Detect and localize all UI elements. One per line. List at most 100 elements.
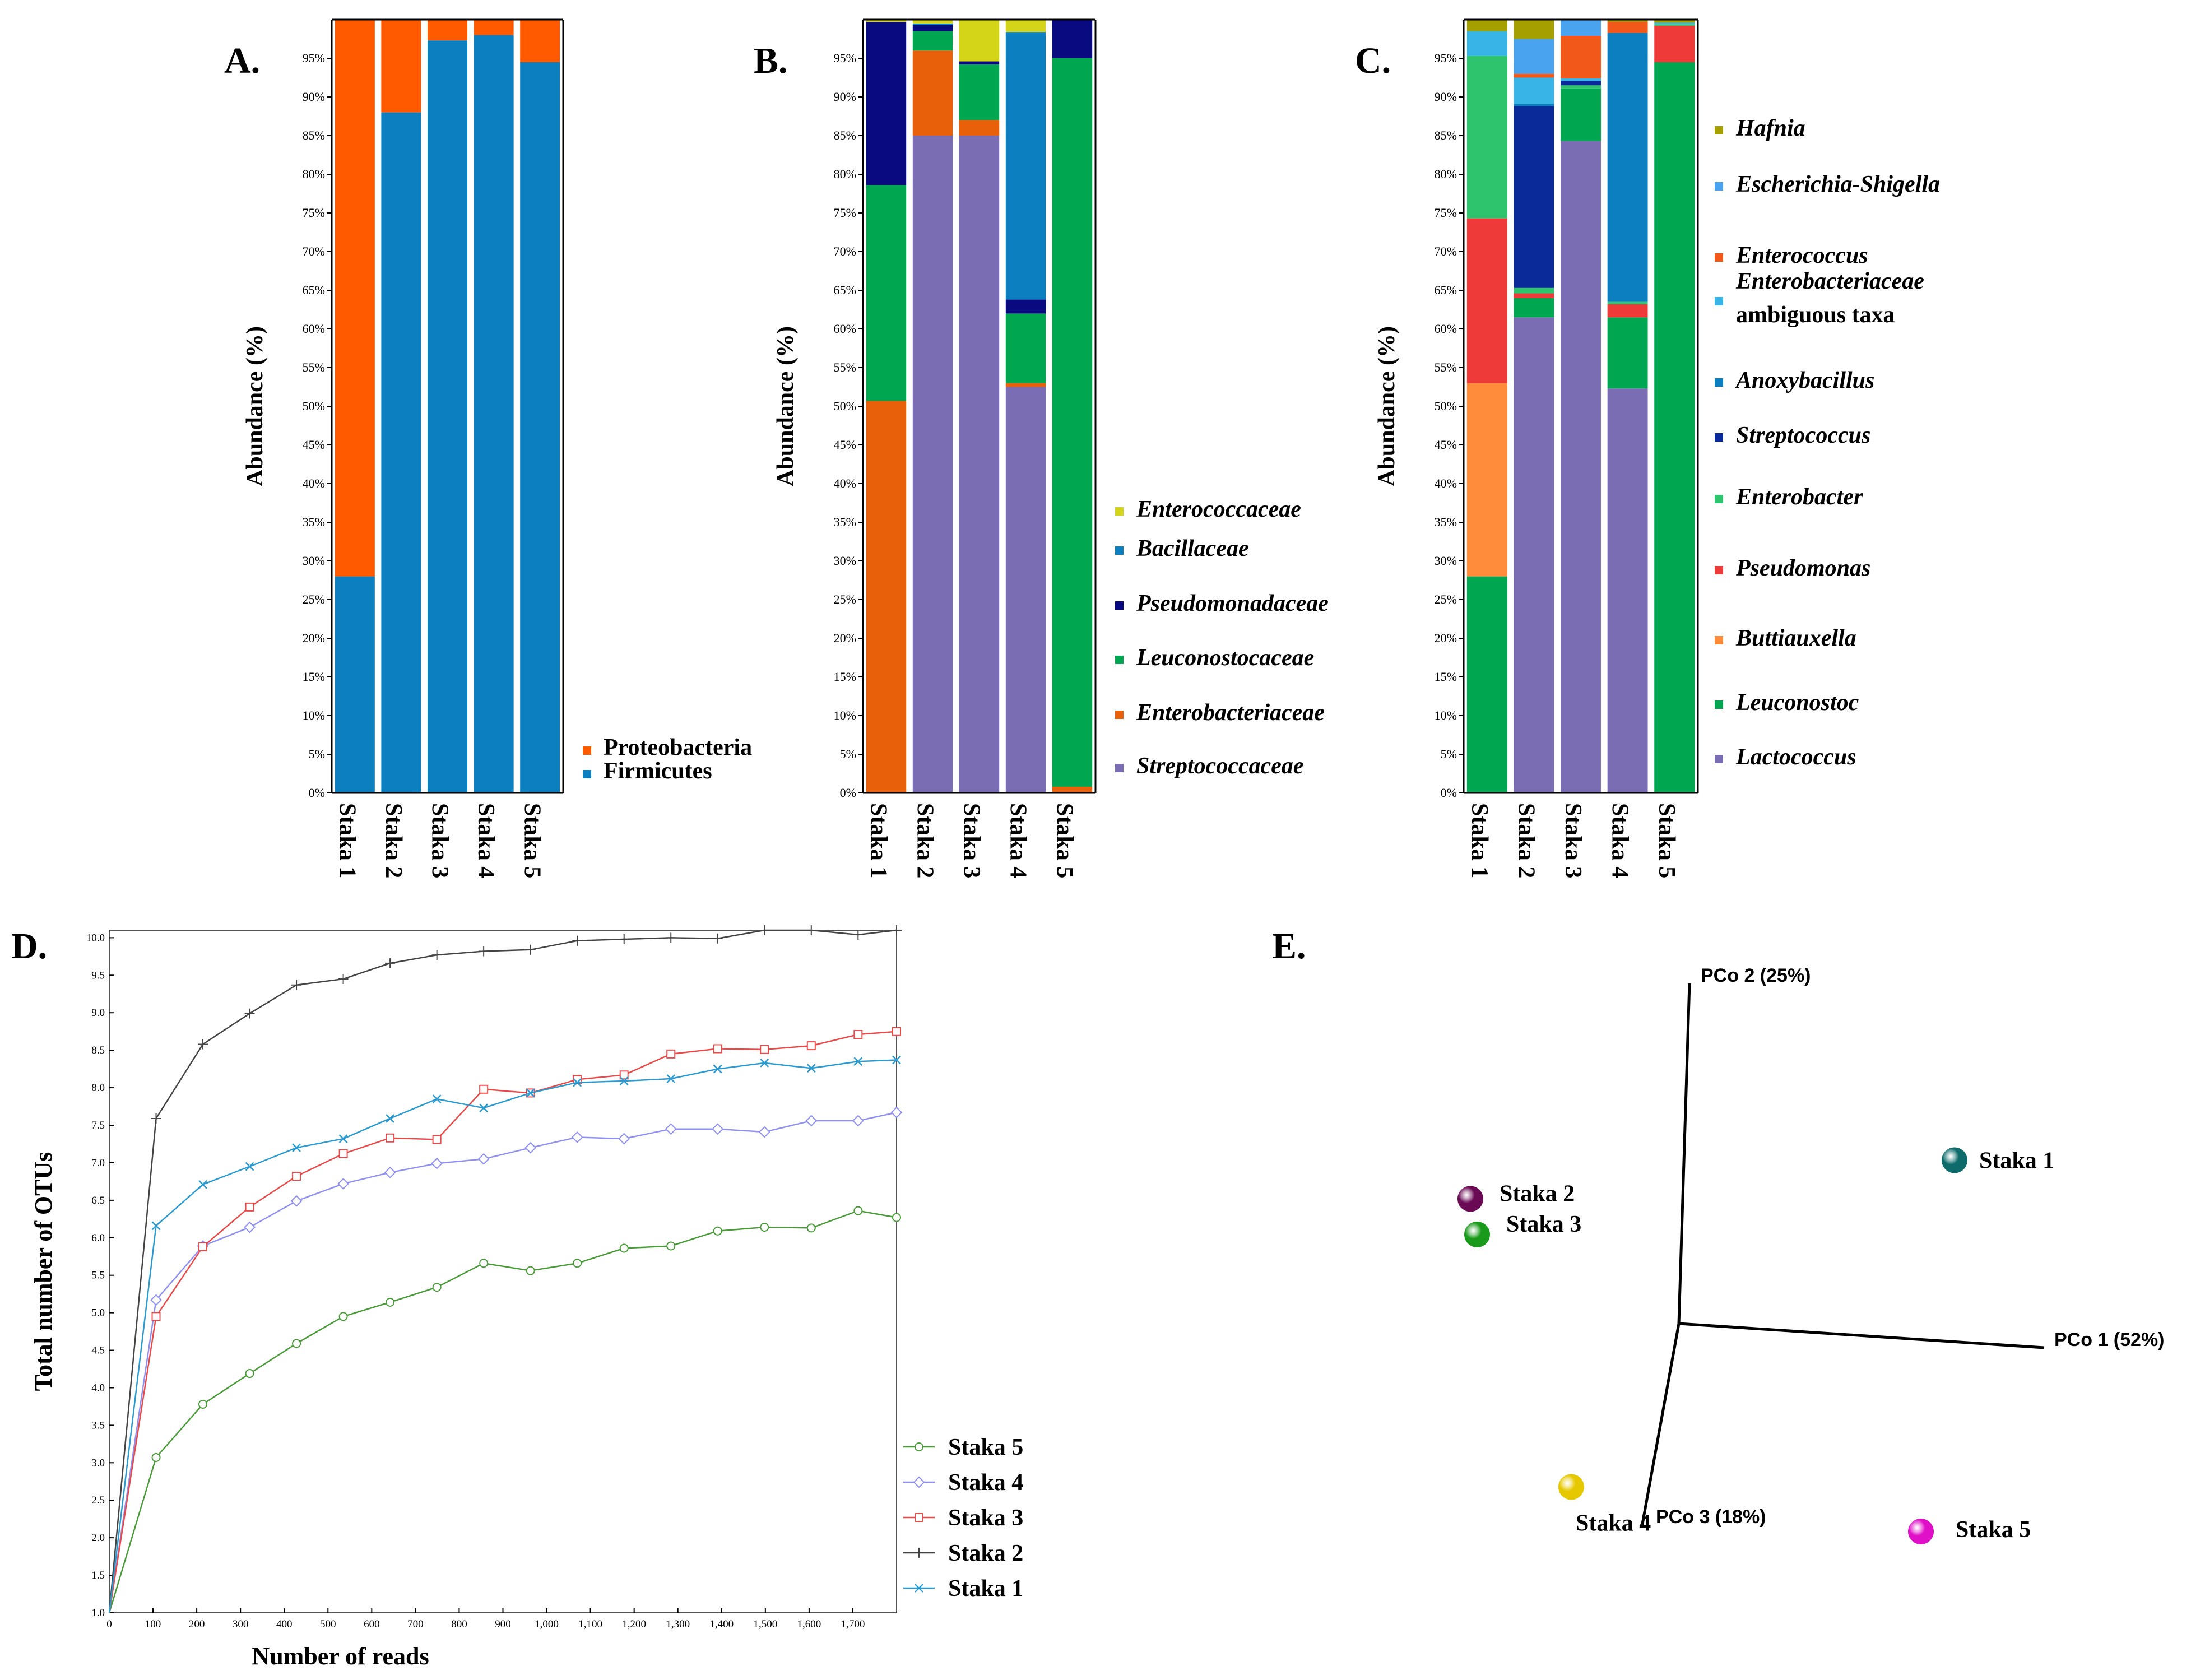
panel-d-point-staka-2 <box>431 950 442 960</box>
panel-a-legend-label-proteobacteria: Proteobacteria <box>604 735 752 760</box>
panel-label-d: D. <box>11 926 47 967</box>
panel-d-point-staka-1 <box>892 1055 901 1065</box>
panel-d-x-tick-label: 400 <box>276 1618 293 1630</box>
panel-c-legend-swatch-hafnia <box>1715 126 1723 134</box>
panel-c-bar-staka-1-pseudomonas <box>1466 218 1507 383</box>
panel-a-y-tick-label: 25% <box>303 592 325 606</box>
panel-d-point-staka-4 <box>431 1157 443 1169</box>
panel-d-series-staka-4 <box>108 1106 903 1613</box>
panel-b-legend-swatch-pseudomonadaceae <box>1115 601 1124 610</box>
panel-d-point-staka-3 <box>713 1044 722 1054</box>
panel-d-y-tick-label: 2.5 <box>91 1495 105 1506</box>
panel-d-point-staka-1 <box>573 1078 582 1087</box>
panel-b-legend-label-streptococcaceae: Streptococcaceae <box>1136 753 1304 779</box>
panel-d-frame <box>109 930 897 1613</box>
panel-d-point-staka-2 <box>572 935 583 946</box>
panel-c-legend-label-streptococcus: Streptococcus <box>1736 423 1870 448</box>
panel-c-legend-label-line: ambiguous taxa <box>1736 302 1895 328</box>
panel-c-legend-label-pseudomonas: Pseudomonas <box>1735 555 1870 581</box>
panel-b-legend-label-pseudomonadaceae: Pseudomonadaceae <box>1136 591 1329 616</box>
panel-c-bar-staka-3-escherichia-shigella <box>1561 20 1601 36</box>
panel-b-y-tick-label: 55% <box>834 360 856 374</box>
panel-a-y-tick-label: 40% <box>303 476 325 490</box>
panel-a-category-label: Staka 3 <box>427 803 453 878</box>
panel-c-legend-label-enterobacter: Enterobacter <box>1735 484 1863 510</box>
panel-d-point-staka-1 <box>806 1064 816 1073</box>
panel-d-line-chart: 1.0 1.5 2.0 2.5 3.0 3.5 4.0 4.5 5.0 5.5 6.0 6.5 7.0 7… <box>30 925 1023 1670</box>
panel-d-legend-marker-staka-1 <box>915 1584 923 1593</box>
panel-c-category-label: Staka 4 <box>1607 803 1633 878</box>
panel-d-line-staka-1 <box>108 1059 897 1613</box>
panel-d-x-tick-label: 200 <box>189 1618 205 1630</box>
panel-d-x-tick-label: 1,000 <box>535 1618 559 1630</box>
panel-b-category-label: Staka 2 <box>912 803 938 878</box>
panel-c-bar-staka-5-hafnia <box>1654 20 1695 23</box>
panel-b-bar-staka-3-enterobacteriaceae <box>959 120 1000 136</box>
panel-c-y-tick-label: 80% <box>1435 167 1457 181</box>
panel-e-pcoa-plot: PCo 1 (52%) PCo 2 (25%) PCo 3 (18%) Staka 1… <box>1457 965 2165 1544</box>
panel-b-legend-swatch-streptococcaceae <box>1115 764 1124 772</box>
panel-d-y-tick-label: 5.5 <box>91 1270 105 1282</box>
panel-e-point-label-staka-1: Staka 1 <box>1979 1148 2054 1174</box>
panel-c-y-tick-label: 0% <box>1441 786 1457 800</box>
panel-b-y-tick-label: 35% <box>834 515 856 529</box>
panel-d-point-staka-4 <box>337 1177 350 1190</box>
panel-d-x-tick-label: 600 <box>364 1618 380 1630</box>
panel-d-x-tick-label: 800 <box>451 1618 467 1630</box>
panel-d-point-staka-3 <box>479 1084 489 1094</box>
panel-d-point-staka-4 <box>805 1115 818 1127</box>
panel-a-y-tick-label: 50% <box>303 399 325 413</box>
panel-c-bar-staka-3-enterobacter <box>1561 85 1601 89</box>
panel-c-y-tick-label: 35% <box>1435 515 1457 529</box>
panel-d-point-staka-3 <box>151 1312 161 1321</box>
panel-d-point-staka-3 <box>338 1149 348 1158</box>
panel-d-legend-marker-staka-5 <box>915 1442 923 1451</box>
panel-label-b: B. <box>754 40 788 81</box>
panel-d-point-staka-1 <box>386 1114 395 1123</box>
panel-e-point-label-staka-2: Staka 2 <box>1500 1181 1575 1206</box>
panel-b-bar-staka-2-enterobacteriaceae <box>912 50 953 136</box>
panel-d-x-tick-label: 1,100 <box>578 1618 602 1630</box>
panel-b-y-tick-label: 0% <box>840 786 856 800</box>
panel-b-y-tick-label: 85% <box>834 128 856 142</box>
panel-d-x-tick-label: 700 <box>407 1618 424 1630</box>
panel-d-y-tick-label: 3.0 <box>91 1457 105 1469</box>
panel-d-point-staka-2 <box>151 1113 161 1124</box>
panel-b-bar-staka-4-leuconostocaceae <box>1005 313 1046 383</box>
panel-d-point-staka-4 <box>384 1166 396 1178</box>
panel-d-point-staka-2 <box>853 930 864 940</box>
panel-a-legend-swatch-proteobacteria <box>583 746 591 755</box>
panel-a-category-label: Staka 1 <box>334 803 360 878</box>
panel-d-point-staka-3 <box>292 1172 301 1181</box>
panel-b-y-tick-label: 90% <box>834 90 856 104</box>
panel-d-point-staka-4 <box>852 1115 864 1127</box>
panel-d-y-tick-label: 9.0 <box>91 1007 105 1019</box>
panel-d-point-staka-4 <box>290 1195 303 1207</box>
panel-d-y-axis-label: Total number of OTUs <box>30 1152 57 1391</box>
panel-b-y-tick-label: 70% <box>834 244 856 258</box>
panel-a-category-label: Staka 2 <box>380 803 406 878</box>
panel-d-point-staka-4 <box>618 1133 630 1145</box>
panel-d-y-tick-label: 2.0 <box>91 1532 105 1544</box>
panel-c-category-label: Staka 5 <box>1654 803 1679 878</box>
panel-c-legend-swatch-buttiauxella <box>1715 636 1723 644</box>
panel-d-point-staka-5 <box>338 1312 348 1321</box>
panel-d-point-staka-1 <box>666 1074 676 1083</box>
panel-b-bar-staka-1-enterococcaceae <box>866 20 907 22</box>
panel-c-bar-staka-4-lactococcus <box>1607 388 1648 793</box>
panel-c-y-tick-label: 85% <box>1435 128 1457 142</box>
panel-b-y-tick-label: 75% <box>834 206 856 220</box>
panel-e-point-label-staka-3: Staka 3 <box>1506 1212 1581 1237</box>
panel-a-y-tick-label: 35% <box>303 515 325 529</box>
panel-d-point-staka-2 <box>525 944 536 955</box>
panel-d-line-staka-5 <box>108 1210 897 1613</box>
panel-b-bar-staka-3-pseudomonadaceae <box>959 61 1000 65</box>
panel-d-point-staka-4 <box>477 1153 490 1165</box>
panel-d-point-staka-3 <box>666 1049 676 1059</box>
panel-b-legend-label-leuconostocaceae: Leuconostocaceae <box>1136 645 1314 671</box>
panel-c-bar-staka-4-pseudomonas <box>1607 304 1648 318</box>
panel-d-y-tick-label: 4.0 <box>91 1382 105 1394</box>
panel-label-e: E. <box>1272 926 1306 967</box>
panel-d-legend-label-staka-3: Staka 3 <box>948 1505 1023 1531</box>
panel-a-y-tick-label: 65% <box>303 283 325 297</box>
